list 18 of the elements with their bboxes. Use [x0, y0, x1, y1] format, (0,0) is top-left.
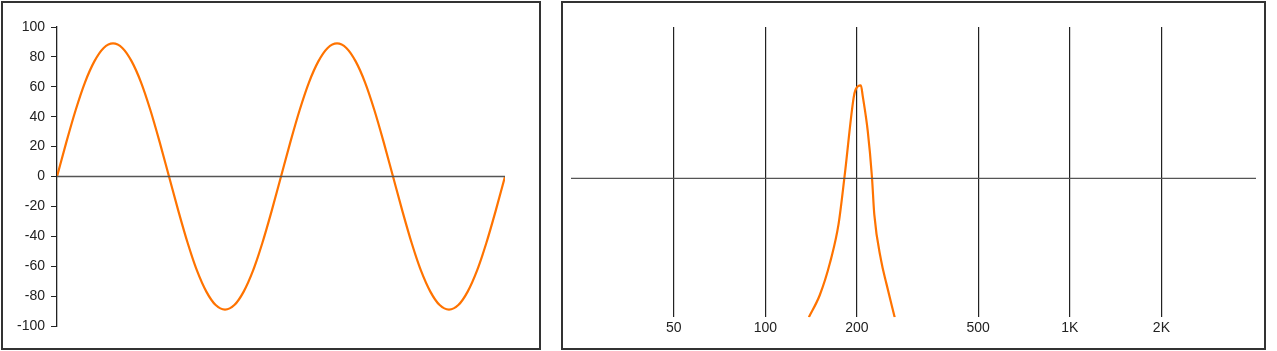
y-tick-label: -20 — [24, 197, 46, 214]
y-tick-label: 20 — [29, 137, 46, 154]
y-tick-label: 0 — [37, 167, 46, 184]
y-tick-label: 60 — [29, 77, 46, 94]
x-tick-label: 100 — [753, 319, 778, 336]
y-tick-label: -100 — [16, 316, 46, 333]
y-tick-label: -80 — [24, 286, 46, 303]
line-series — [57, 42, 505, 311]
y-tick-label: 80 — [29, 47, 46, 64]
x-tick-label: 200 — [845, 319, 869, 336]
y-tick-label: 100 — [21, 17, 46, 34]
x-tick-label: 50 — [665, 319, 682, 336]
y-tick-label: -40 — [24, 227, 46, 244]
x-tick-label: 500 — [966, 319, 991, 336]
y-tick-label: 40 — [29, 107, 46, 124]
x-tick-label: 1K — [1061, 319, 1079, 336]
y-tick-label: -60 — [24, 257, 46, 274]
x-tick-label: 2K — [1152, 319, 1171, 336]
